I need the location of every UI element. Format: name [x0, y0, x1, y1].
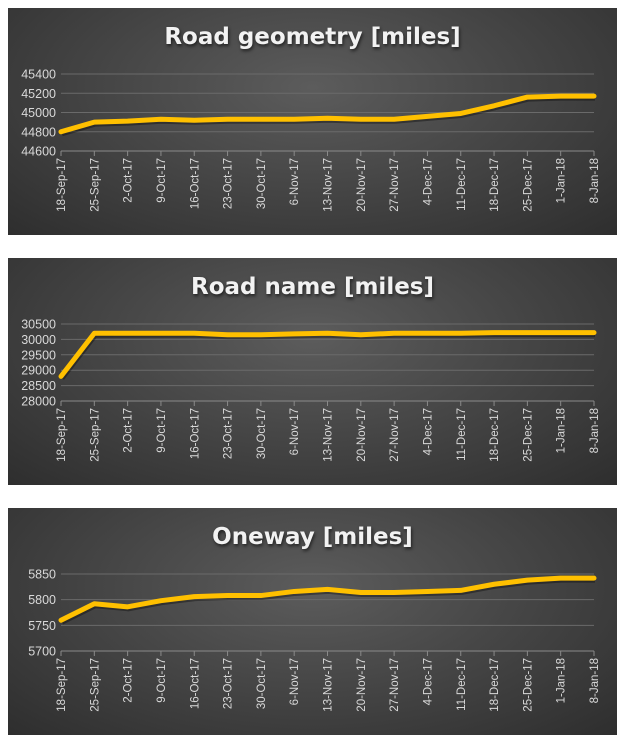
x-tick-label: 25-Dec-17 [522, 158, 534, 212]
x-tick-label: 25-Sep-17 [89, 408, 101, 462]
y-tick-label: 29500 [21, 348, 56, 362]
x-tick-label: 27-Nov-17 [389, 658, 401, 712]
chart-title: Road geometry [miles] [164, 24, 461, 50]
x-tick-label: 4-Dec-17 [422, 158, 434, 205]
x-tick-label: 25-Dec-17 [522, 658, 534, 712]
x-tick-label: 30-Oct-17 [256, 658, 268, 709]
x-tick-label: 6-Nov-17 [289, 158, 301, 205]
y-tick-label: 5700 [28, 645, 56, 659]
x-tick-label: 30-Oct-17 [256, 408, 268, 459]
x-tick-label: 4-Dec-17 [422, 408, 434, 455]
x-tick-label: 1-Jan-18 [556, 158, 568, 203]
x-tick-label: 13-Nov-17 [323, 658, 335, 712]
x-tick-label: 20-Nov-17 [356, 408, 368, 462]
x-tick-label: 8-Jan-18 [589, 408, 601, 453]
chart-svg: 44600 44800 45000 45200 45400 18-Sep-17 25-Sep… [21, 68, 601, 212]
x-tick-label: 23-Oct-17 [223, 658, 235, 709]
x-tick-label: 16-Oct-17 [189, 158, 201, 209]
series-line [58, 93, 597, 135]
x-tick-label: 30-Oct-17 [256, 158, 268, 209]
y-tick-label: 5800 [28, 593, 56, 607]
x-tick-label: 25-Sep-17 [89, 158, 101, 212]
x-tick-label: 18-Dec-17 [489, 158, 501, 212]
x-tick-label: 8-Jan-18 [589, 158, 601, 203]
x-tick-label: 27-Nov-17 [389, 158, 401, 212]
x-tick-label: 25-Sep-17 [89, 658, 101, 712]
x-tick-label: 1-Jan-18 [556, 658, 568, 703]
x-tick-label: 23-Oct-17 [223, 158, 235, 209]
x-tick-label: 23-Oct-17 [223, 408, 235, 459]
y-tick-label: 44600 [21, 145, 56, 159]
y-tick-label: 28500 [21, 379, 56, 393]
y-tick-label: 28000 [21, 395, 56, 409]
y-tick-label: 45400 [21, 68, 56, 82]
chart-title: Oneway [miles] [212, 524, 413, 550]
y-tick-label: 45000 [21, 106, 56, 120]
chart-road-name: 28000 28500 29000 29500 30000 30500 18-Sep-17 2… [8, 258, 617, 485]
x-tick-label: 20-Nov-17 [356, 658, 368, 712]
x-tick-label: 13-Nov-17 [323, 158, 335, 212]
x-tick-label: 18-Dec-17 [489, 408, 501, 462]
x-tick-label: 8-Jan-18 [589, 658, 601, 703]
x-tick-label: 11-Dec-17 [456, 658, 468, 711]
chart-title: Road name [miles] [190, 274, 435, 300]
x-tick-label: 9-Oct-17 [156, 158, 168, 203]
x-tick-label: 2-Oct-17 [123, 408, 135, 453]
x-tick-label: 9-Oct-17 [156, 658, 168, 703]
x-tick-label: 18-Sep-17 [56, 658, 68, 712]
x-tick-label: 18-Dec-17 [489, 658, 501, 712]
y-tick-label: 44800 [21, 125, 56, 139]
x-tick-label: 18-Sep-17 [56, 408, 68, 462]
x-tick-label: 9-Oct-17 [156, 408, 168, 453]
x-tick-label: 2-Oct-17 [123, 158, 135, 203]
x-tick-label: 2-Oct-17 [123, 658, 135, 703]
series-line-shadow [60, 577, 595, 625]
chart-svg: 5700 5750 5800 5850 18-Sep-17 25-Sep-17 2-Oct-… [28, 568, 601, 712]
y-tick-label: 5850 [28, 568, 56, 582]
y-tick-label: 30000 [21, 333, 56, 347]
y-tick-label: 45200 [21, 87, 56, 101]
x-tick-label: 6-Nov-17 [289, 658, 301, 705]
x-tick-label: 25-Dec-17 [522, 408, 534, 462]
x-tick-label: 27-Nov-17 [389, 408, 401, 462]
chart-oneway: 5700 5750 5800 5850 18-Sep-17 25-Sep-17 2-Oct-… [8, 508, 617, 735]
x-tick-label: 6-Nov-17 [289, 408, 301, 455]
y-tick-label: 29000 [21, 364, 56, 378]
x-tick-label: 13-Nov-17 [323, 408, 335, 462]
x-tick-label: 1-Jan-18 [556, 408, 568, 453]
x-tick-label: 4-Dec-17 [422, 658, 434, 705]
x-tick-label: 18-Sep-17 [56, 158, 68, 212]
x-tick-label: 11-Dec-17 [456, 408, 468, 461]
x-tick-label: 20-Nov-17 [356, 158, 368, 212]
x-tick-label: 16-Oct-17 [189, 408, 201, 459]
x-tick-label: 11-Dec-17 [456, 158, 468, 211]
x-tick-label: 16-Oct-17 [189, 658, 201, 709]
y-tick-label: 5750 [28, 619, 56, 633]
chart-road-geometry: 44600 44800 45000 45200 45400 18-Sep-17 25-Sep… [8, 8, 617, 235]
y-tick-label: 30500 [21, 318, 56, 332]
series-line-shadow [60, 332, 595, 380]
